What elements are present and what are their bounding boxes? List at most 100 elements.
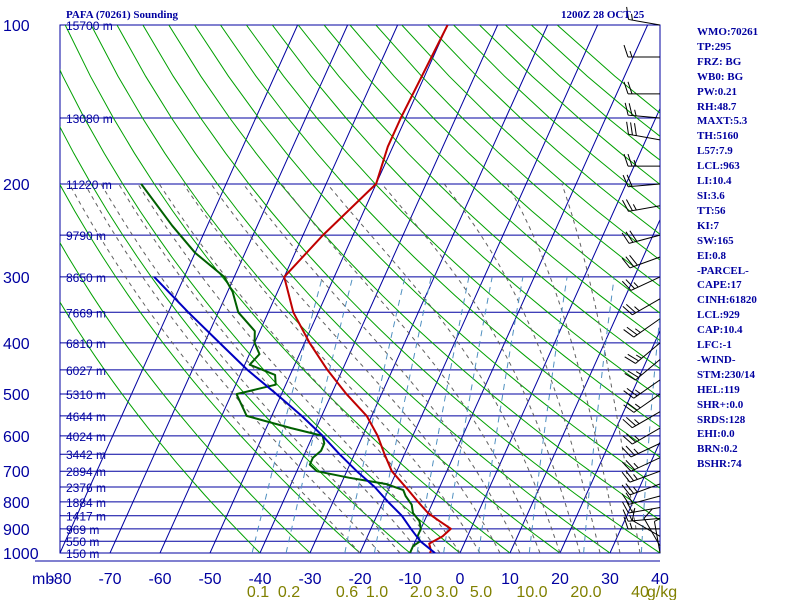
sounding-param: EI:0.8 <box>697 249 727 262</box>
dry-adiabat-line <box>271 25 660 398</box>
wind-barb-half-flag <box>634 306 640 312</box>
wind-barb <box>623 379 661 399</box>
wind-barb-staff <box>633 318 661 338</box>
sounding-param: SHR+:0.0 <box>697 398 744 411</box>
wind-barb-half-flag <box>634 328 641 333</box>
wind-barb-half-flag <box>629 522 633 529</box>
height-label: 15700 m <box>66 19 113 33</box>
wind-barb-staff <box>633 393 661 413</box>
wind-barb <box>621 483 661 496</box>
wind-barb-half-flag <box>633 486 638 493</box>
wind-barb-half-flag <box>634 389 641 395</box>
wind-barb-flag <box>622 306 633 316</box>
wind-barb-half-flag <box>629 514 633 522</box>
moist-adiabat-line <box>68 183 361 553</box>
temperature-tick-label: -20 <box>348 571 371 588</box>
sounding-param: TT:56 <box>697 204 726 217</box>
pressure-tick-label: 800 <box>3 495 30 512</box>
sounding-param: CINH:61820 <box>697 294 757 307</box>
isotherm-line <box>509 218 660 553</box>
moist-adiabat-line <box>137 183 441 553</box>
wind-barb <box>621 230 661 244</box>
sounding-param: LFC:-1 <box>697 339 732 352</box>
dry-adiabat-line <box>245 25 660 428</box>
chart-subtitle: 1200Z 28 OCT 25 <box>561 9 645 21</box>
mixing-ratio-line <box>344 276 406 553</box>
wind-barb-flag <box>625 279 635 290</box>
height-label: 13080 m <box>66 112 113 126</box>
dry-adiabat-line <box>142 25 660 553</box>
wind-barb-staff <box>635 359 661 381</box>
wind-barb-flag <box>627 153 633 167</box>
sounding-param: SI:3.6 <box>697 189 725 202</box>
height-label: 3442 m <box>66 448 106 462</box>
dry-adiabat-line <box>194 25 660 489</box>
height-label: 2376 m <box>66 481 106 495</box>
wind-barb-staff <box>632 411 661 429</box>
wind-barb-flag <box>626 174 633 187</box>
chart-title: PAFA (70261) Sounding <box>66 9 179 21</box>
wind-barb-half-flag <box>635 371 642 376</box>
wind-barb-half-flag <box>633 282 639 288</box>
sounding-profiles <box>140 25 452 553</box>
wind-barb-flag <box>627 370 639 378</box>
dewpoint-profile-line <box>140 183 422 553</box>
isotherm-line <box>559 329 660 553</box>
wind-barb <box>624 359 661 381</box>
wind-barb <box>621 276 661 291</box>
sounding-param: CAPE:17 <box>697 279 742 292</box>
dry-adiabat-line <box>297 25 660 370</box>
wind-barb-flag <box>629 254 638 266</box>
dry-adiabat-line <box>60 183 361 553</box>
wind-barb-half-flag <box>632 204 637 211</box>
wind-barb-flag <box>625 199 633 211</box>
wind-barb-staff <box>628 133 661 141</box>
wind-barb-flag <box>621 484 631 496</box>
height-label: 11220 m <box>66 178 112 192</box>
pressure-tick-label: 600 <box>3 429 30 446</box>
wind-barb <box>621 442 661 458</box>
wind-barb-staff <box>635 342 661 364</box>
chart-grid <box>35 24 661 562</box>
mixing-ratio-label: 0.6 <box>336 584 358 600</box>
wind-barb-flag <box>625 492 634 504</box>
wind-barb <box>623 153 660 167</box>
temperature-tick-label: 30 <box>601 571 619 588</box>
wind-barb-flag <box>627 81 633 94</box>
wind-barb-staff <box>628 183 661 188</box>
temperature-tick-label: 40 <box>651 571 669 588</box>
wind-barb-staff <box>632 298 661 316</box>
pressure-tick-label: 400 <box>3 336 30 353</box>
height-label: 7669 m <box>66 306 106 320</box>
wind-barb <box>622 411 661 429</box>
adiabats <box>60 25 660 553</box>
mixing-ratio-label: g/kg <box>647 584 677 600</box>
pressure-tick-label: 1000 <box>3 546 39 563</box>
wind-barb <box>622 427 661 445</box>
wind-barb <box>631 507 661 537</box>
isotherm-line <box>459 107 660 553</box>
wind-barbs <box>621 6 661 554</box>
wind-barb-flag <box>628 103 633 116</box>
wind-barb-staff <box>629 470 661 483</box>
height-label: 2894 m <box>66 465 106 479</box>
isotherm-line <box>60 25 299 553</box>
wind-barb-flag <box>621 461 632 472</box>
wind-barb-flag <box>626 326 638 336</box>
wind-barb-flag <box>625 460 635 470</box>
wind-barb <box>621 492 661 505</box>
wind-barb-flag <box>627 353 639 362</box>
sounding-param: -PARCEL- <box>697 264 749 277</box>
wind-barb-flag <box>623 44 629 58</box>
height-label: 1417 m <box>66 510 106 524</box>
height-label: 6810 m <box>66 337 106 351</box>
height-label: 550 m <box>66 535 99 549</box>
wind-barb-half-flag <box>633 159 637 167</box>
wind-barb <box>623 81 660 95</box>
mixing-ratio-line <box>443 276 493 553</box>
wind-barb <box>626 121 661 141</box>
mixing-ratio-label: 1.0 <box>366 584 388 600</box>
pressure-tick-label: 700 <box>3 464 30 481</box>
mixing-ratio-lines <box>251 276 660 553</box>
temperature-tick-label: -70 <box>98 571 121 588</box>
